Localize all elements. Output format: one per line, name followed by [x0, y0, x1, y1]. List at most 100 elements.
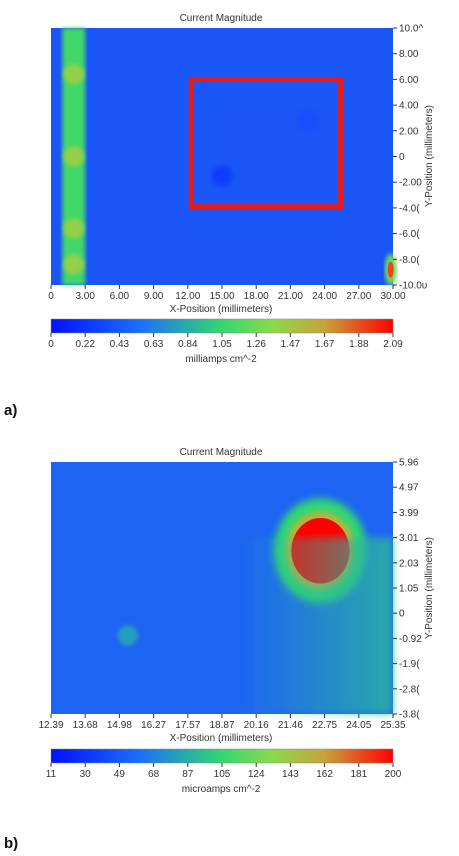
chart-b-colorbar-tick-label: 30 [80, 769, 92, 780]
chart-b-plot [51, 462, 393, 714]
chart-a-x-ticks: 0 3.00 6.00 9.00 12.00 15.00 18.00 21.00 24.00 27… [48, 285, 406, 302]
chart-a-x-tick-label: 6.00 [110, 291, 130, 302]
chart-b-y-tick-label: -2.8( [399, 684, 420, 695]
chart-b-x-tick-label: 25.35 [380, 720, 405, 731]
chart-a-colorbar-tick-label: 0.84 [178, 339, 198, 350]
chart-a-colorbar: 0 0.22 0.43 0.63 0.84 1.05 1.26 1.47 1.67 1.88 2.0… [48, 318, 403, 365]
chart-b-x-tick-label: 21.46 [278, 720, 303, 731]
chart-b-x-tick-label: 17.57 [175, 720, 200, 731]
chart-a-x-label: X-Position (millimeters) [170, 304, 273, 315]
chart-b-y-label: Y-Position (millimeters) [424, 537, 435, 639]
chart-a-title: Current Magnitude [180, 13, 263, 24]
chart-a-feature-1-knot-4 [63, 254, 85, 275]
chart-b-feature-2 [117, 625, 139, 646]
chart-a-colorbar-tick-label: 1.67 [315, 339, 335, 350]
chart-b-colorbar-tick-label: 49 [114, 769, 126, 780]
chart-a-x-tick-label: 15.00 [209, 291, 234, 302]
chart-b-x-tick-label: 13.68 [73, 720, 98, 731]
chart-b-colorbar-tick-label: 11 [46, 769, 57, 780]
chart-a-feature-1-knot-2 [63, 146, 85, 167]
chart-b-colorbar-tick-label: 143 [282, 769, 299, 780]
chart-a-feature-1-knot-3 [63, 218, 85, 239]
chart-b-y-tick-label: 1.05 [399, 584, 419, 595]
chart-b-title: Current Magnitude [180, 447, 263, 458]
chart-a-y-tick-label: -8.0( [399, 255, 420, 266]
chart-a-y-tick-label: 10.0^ [399, 24, 423, 35]
chart-a-feature-2 [387, 261, 394, 278]
chart-a-background [51, 28, 393, 285]
chart-a-y-tick-label: 4.00 [399, 101, 419, 112]
chart-b-y-tick-label: 4.97 [399, 483, 419, 494]
chart-a-x-tick-label: 12.00 [175, 291, 200, 302]
chart-b-colorbar-tick-label: 68 [148, 769, 160, 780]
chart-b-y-tick-label: 0 [399, 609, 405, 620]
chart-b-y-tick-label: 5.96 [399, 458, 419, 469]
chart-b-x-tick-label: 16.27 [141, 720, 166, 731]
chart-a-colorbar-tick-label: 0 [48, 339, 54, 350]
chart-b-colorbar-ticks: 11 30 49 68 87 105 124 143 162 181 200 [46, 763, 402, 780]
chart-a-y-ticks: 10.0^ 8.00 6.00 4.00 2.00 0 -2.00 -4.0( -6.0( -8.… [393, 24, 427, 292]
chart-a-y-tick-label: -6.0( [399, 229, 420, 240]
chart-b-colorbar-tick-label: 87 [182, 769, 194, 780]
chart-a-x-tick-label: 30.00 [380, 291, 405, 302]
chart-b-x-label: X-Position (millimeters) [170, 733, 273, 744]
chart-a-plot [51, 28, 397, 286]
chart-a-colorbar-tick-label: 1.05 [212, 339, 232, 350]
chart-a-feature-4 [211, 165, 233, 187]
chart-b-y-tick-label: -3.8( [399, 710, 420, 721]
chart-a-colorbar-tick-label: 0.63 [144, 339, 164, 350]
chart-a-colorbar-tick-label: 2.09 [383, 339, 403, 350]
chart-b-colorbar-tick-label: 181 [350, 769, 367, 780]
chart-b-x-tick-label: 14.98 [107, 720, 132, 731]
chart-a-highlight-box [188, 76, 344, 210]
chart-b-y-tick-label: -0.92 [399, 634, 422, 645]
chart-b-y-tick-label: 3.01 [399, 533, 419, 544]
chart-a: Current Magnitude 0 3.00 6.00 9.00 12.00 15.0… [4, 13, 435, 419]
chart-b-x-tick-label: 22.75 [312, 720, 337, 731]
chart-a-y-label: Y-Position (millimeters) [424, 105, 435, 207]
chart-b-panel-label: b) [4, 835, 18, 852]
chart-a-y-tick-label: -2.00 [399, 178, 422, 189]
chart-b-colorbar-tick-label: 162 [316, 769, 333, 780]
chart-b-y-ticks: 5.96 4.97 3.99 3.01 2.03 1.05 0 -0.92 -1.9( -2.8(… [393, 458, 422, 721]
chart-a-colorbar-tick-label: 0.43 [110, 339, 130, 350]
chart-b-features [117, 498, 393, 714]
chart-b-y-tick-label: 2.03 [399, 558, 419, 569]
chart-b-x-tick-label: 12.39 [38, 720, 63, 731]
chart-a-y-tick-label: 8.00 [399, 49, 419, 60]
chart-b-colorbar-label: microamps cm^-2 [182, 784, 261, 795]
chart-a-x-tick-label: 18.00 [244, 291, 269, 302]
chart-a-y-tick-label: -10.0υ [399, 281, 427, 292]
chart-b-x-tick-label: 18.87 [209, 720, 234, 731]
chart-b-x-tick-label: 24.05 [346, 720, 371, 731]
chart-a-feature-3 [297, 110, 318, 131]
chart-a-x-tick-label: 21.00 [278, 291, 303, 302]
chart-a-x-tick-label: 27.00 [346, 291, 371, 302]
chart-a-colorbar-label: milliamps cm^-2 [185, 354, 257, 365]
chart-b-y-tick-label: -1.9( [399, 659, 420, 670]
chart-b-feature-3 [239, 537, 393, 714]
chart-b: Current Magnitude 12.39 13.68 14.98 16.27 17… [4, 447, 435, 852]
chart-a-y-tick-label: 2.00 [399, 126, 419, 137]
chart-a-colorbar-tick-label: 1.88 [349, 339, 369, 350]
chart-b-colorbar-tick-label: 124 [248, 769, 265, 780]
chart-a-colorbar-tick-label: 0.22 [75, 339, 95, 350]
chart-a-feature-1-knot-1 [63, 64, 85, 85]
chart-a-colorbar-tick-label: 1.26 [246, 339, 266, 350]
chart-a-y-tick-label: -4.0( [399, 203, 420, 214]
chart-b-colorbar-gradient [50, 748, 394, 764]
chart-a-colorbar-gradient [50, 318, 394, 334]
chart-b-y-tick-label: 3.99 [399, 508, 419, 519]
chart-a-x-tick-label: 0 [48, 291, 54, 302]
chart-a-colorbar-ticks: 0 0.22 0.43 0.63 0.84 1.05 1.26 1.47 1.67 1.88 2.0… [48, 333, 403, 350]
chart-a-features [62, 28, 397, 286]
chart-b-colorbar-tick-label: 200 [385, 769, 402, 780]
chart-a-y-tick-label: 6.00 [399, 75, 419, 86]
chart-a-x-tick-label: 3.00 [75, 291, 95, 302]
chart-b-x-ticks: 12.39 13.68 14.98 16.27 17.57 18.87 20.16 21.46… [38, 714, 406, 731]
chart-a-y-tick-label: 0 [399, 152, 405, 163]
chart-a-x-tick-label: 9.00 [144, 291, 164, 302]
chart-b-colorbar: 11 30 49 68 87 105 124 143 162 181 200 microamps c… [46, 748, 402, 795]
chart-b-x-tick-label: 20.16 [244, 720, 269, 731]
